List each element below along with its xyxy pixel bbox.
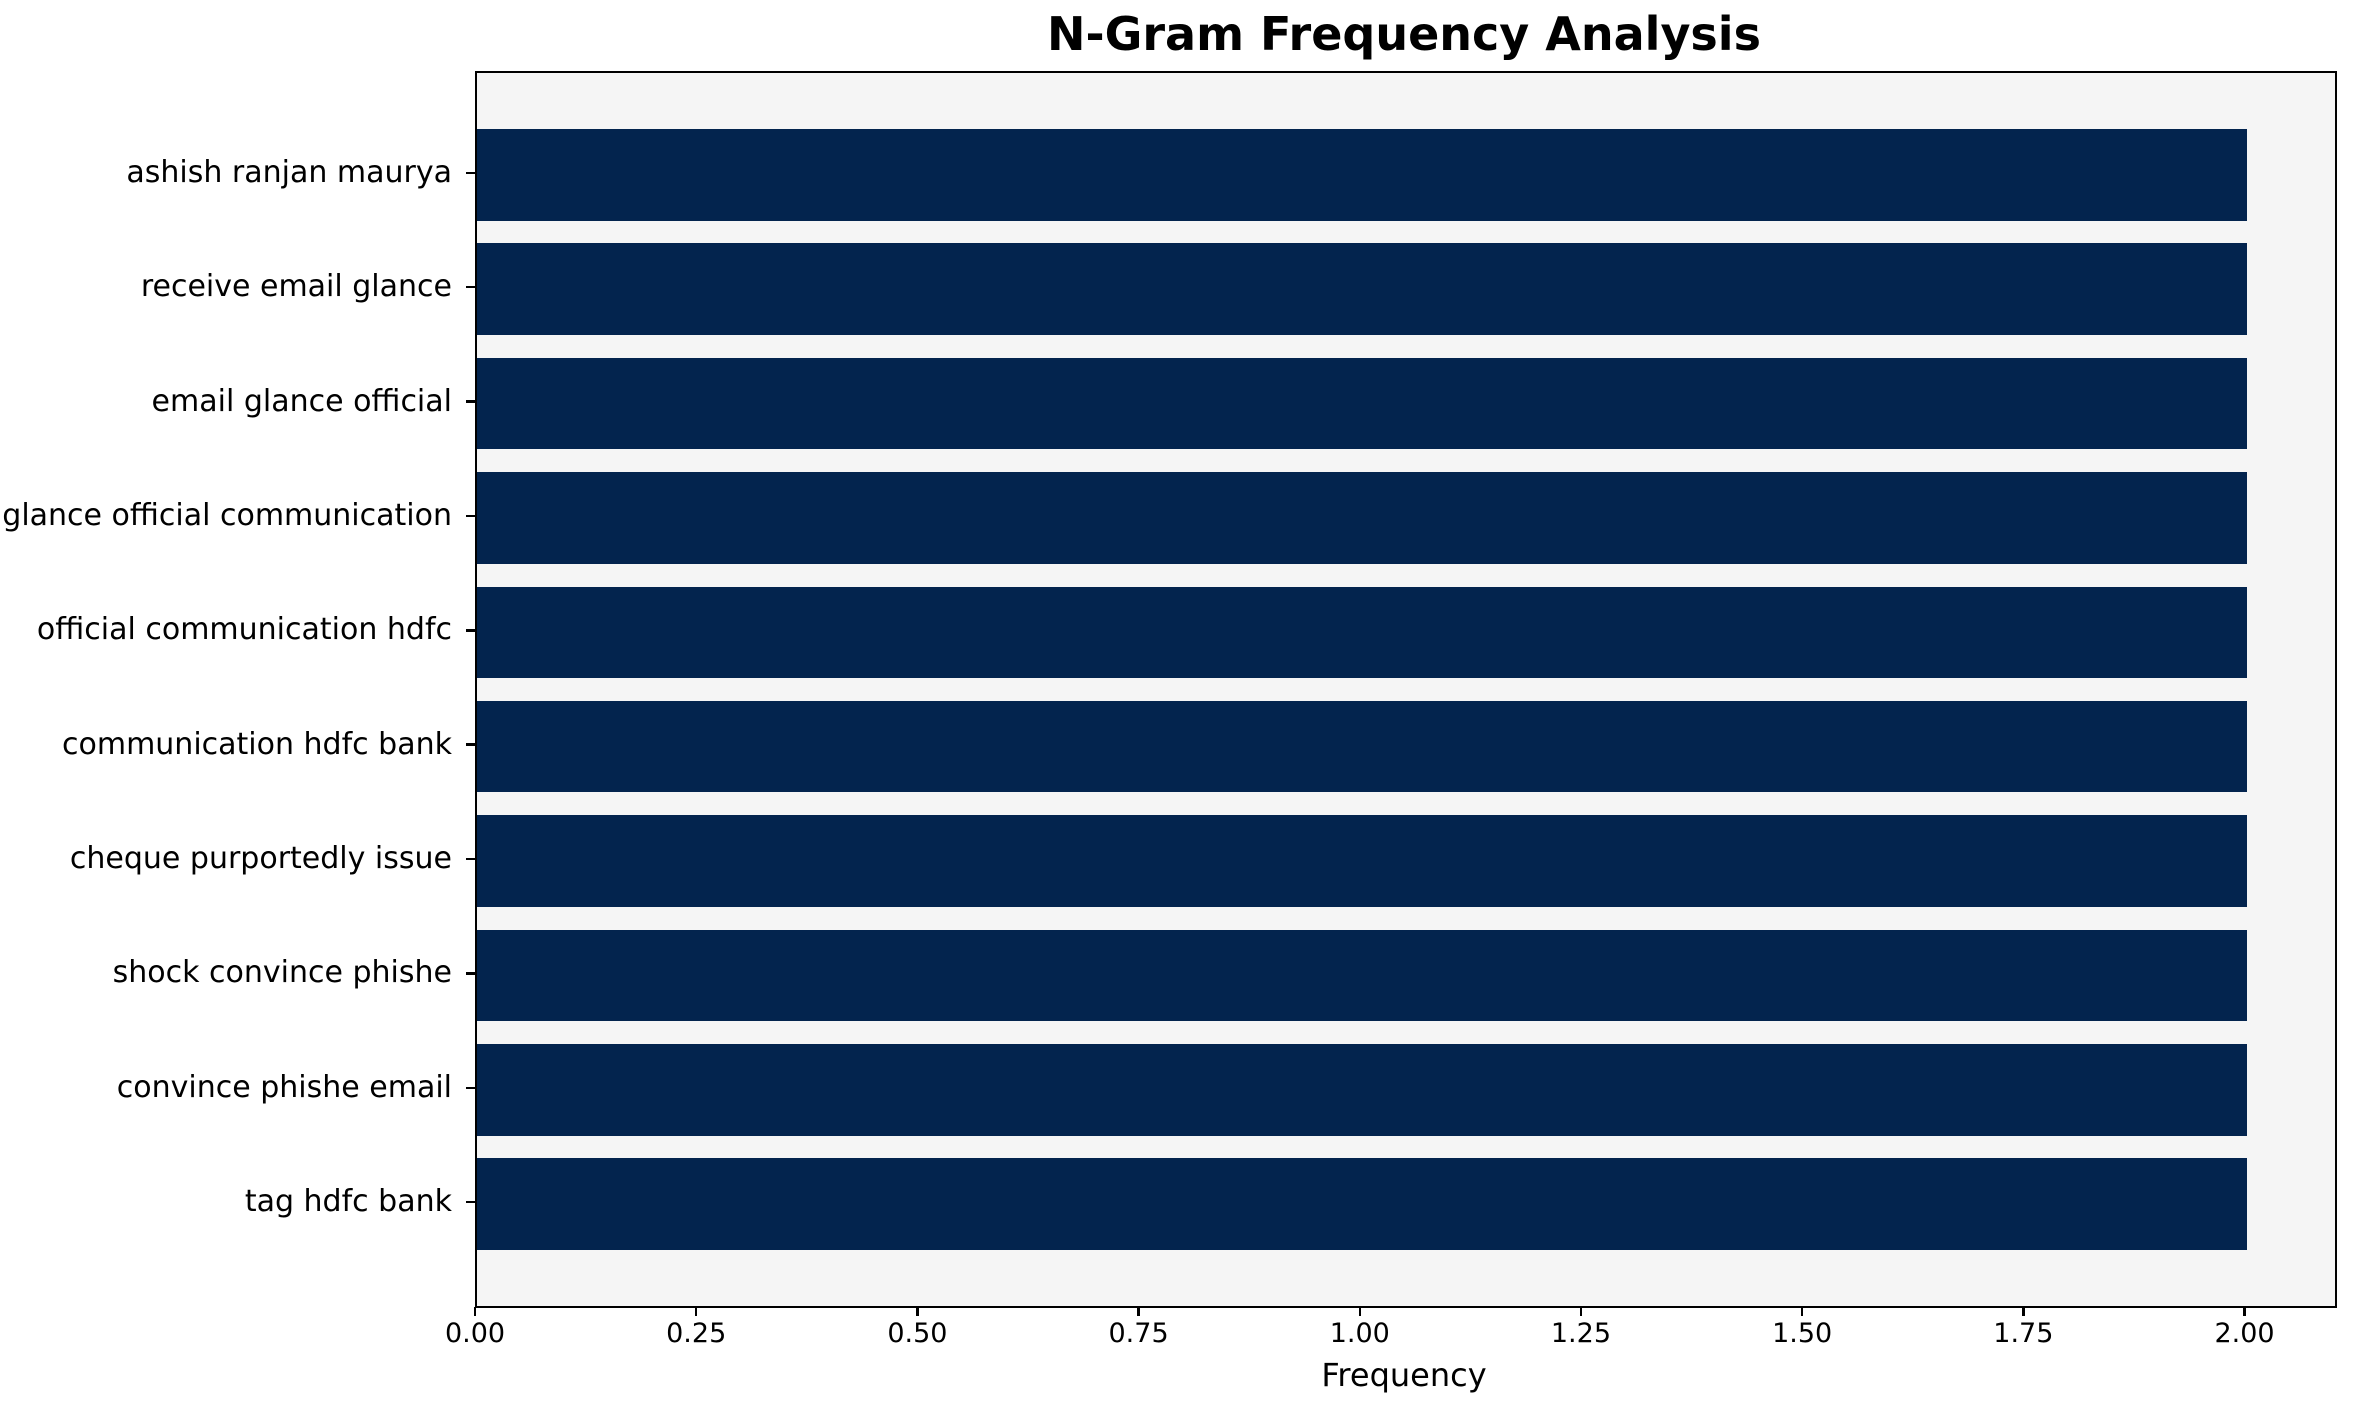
x-tick-mark [2022,1306,2025,1316]
bar [477,129,2247,221]
bar [477,357,2247,450]
bar [477,586,2247,679]
y-tick-mark [466,972,475,975]
y-tick-label: shock convince phishe [112,955,452,991]
y-tick-mark [466,1200,475,1204]
x-tick-mark [2243,1306,2246,1316]
y-tick-mark [466,400,475,403]
y-tick-label: communication hdfc bank [62,726,452,762]
y-tick-label: receive email glance [140,269,452,305]
x-tick-mark [1579,1306,1583,1316]
bar [477,243,2247,335]
y-tick-label: ashish ranjan maurya [126,154,452,190]
x-tick-label: 0.50 [887,1317,948,1349]
bar [477,1158,2247,1250]
x-tick-label: 1.00 [1329,1317,1390,1349]
y-tick-mark [466,1086,475,1090]
x-tick-label: 1.75 [1993,1317,2054,1349]
bar [477,929,2247,1022]
y-tick-label: tag hdfc bank [244,1184,452,1220]
y-tick-mark [466,743,475,746]
y-tick-label: glance official communication [2,497,452,533]
chart-title: N-Gram Frequency Analysis [1047,7,1761,61]
x-tick-label: 2.00 [2214,1317,2275,1349]
x-tick-mark [473,1306,477,1316]
y-tick-label: cheque purportedly issue [69,841,452,877]
x-tick-mark [1358,1306,1361,1316]
x-tick-label: 1.50 [1772,1317,1833,1349]
y-tick-label: official communication hdfc [36,612,452,648]
x-tick-mark [1137,1306,1140,1316]
y-tick-label: convince phishe email [116,1069,452,1105]
y-tick-mark [466,857,475,861]
x-tick-mark [694,1306,698,1316]
x-tick-label: 0.00 [444,1317,506,1349]
y-tick-mark [466,514,475,518]
x-tick-label: 0.75 [1108,1317,1169,1349]
bar [477,1044,2247,1136]
y-tick-mark [466,171,475,175]
x-tick-label: 1.25 [1550,1317,1611,1349]
x-tick-label: 0.25 [666,1317,727,1349]
y-tick-label: email glance official [151,383,452,419]
y-tick-mark [466,285,475,289]
x-tick-mark [916,1306,919,1316]
x-tick-mark [1800,1306,1804,1316]
bar [477,700,2247,793]
y-tick-mark [466,629,475,632]
bar [477,472,2247,564]
bar [477,815,2247,907]
plot-area [475,71,2337,1308]
x-axis-label: Frequency [1321,1356,1487,1394]
